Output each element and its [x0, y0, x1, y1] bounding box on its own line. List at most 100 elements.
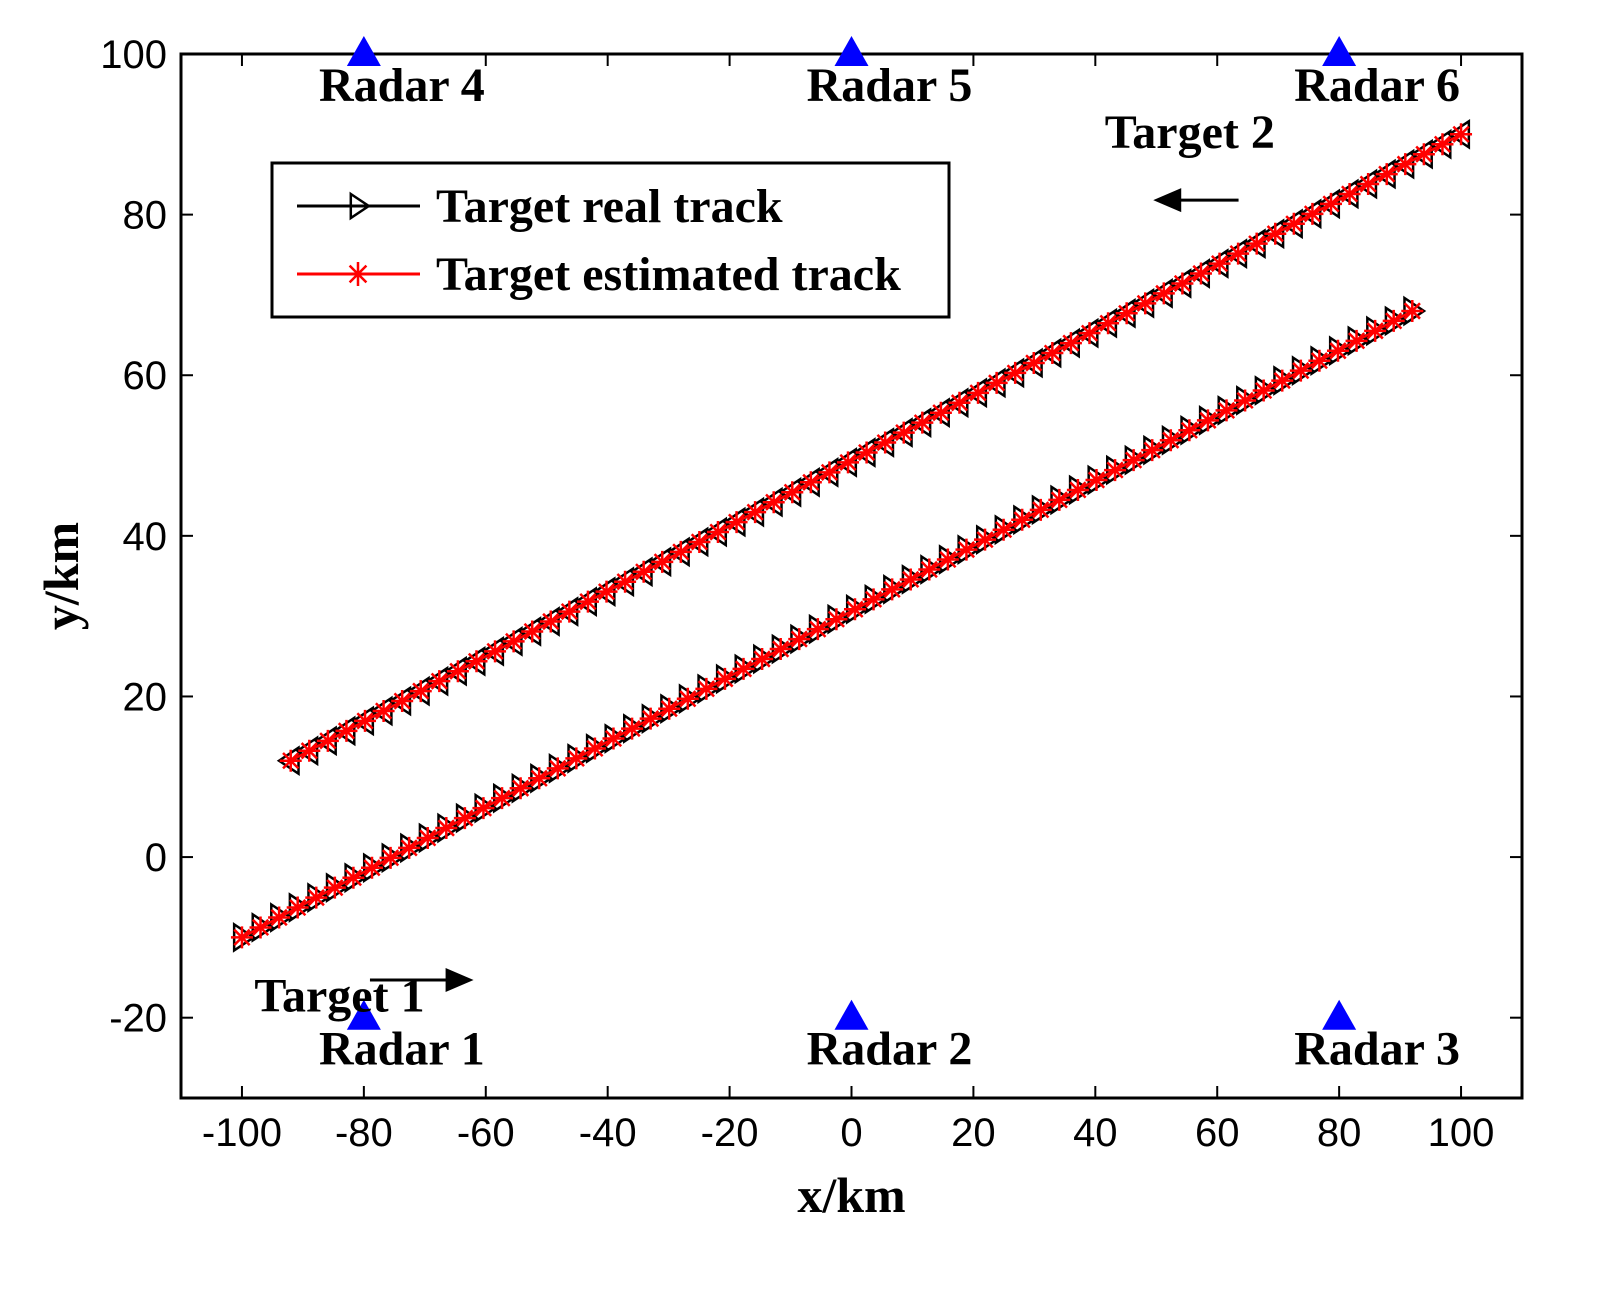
estimated-track-marker: [1189, 262, 1212, 285]
estimated-track-marker: [1171, 272, 1194, 295]
estimated-track-marker: [892, 421, 915, 444]
estimated-track-marker: [974, 528, 997, 551]
estimated-track-marker: [453, 807, 476, 830]
estimated-track-marker: [1178, 419, 1201, 442]
x-axis-label: x/km: [797, 1167, 905, 1223]
radar-label: Radar 2: [807, 1023, 973, 1076]
estimated-track-marker: [576, 590, 599, 613]
estimated-track-marker: [781, 481, 804, 504]
estimated-track-marker: [1097, 312, 1120, 335]
estimated-track-marker: [862, 588, 885, 611]
radar-icon: [1322, 999, 1357, 1030]
estimated-track-marker: [1401, 299, 1424, 322]
estimated-track-marker: [1085, 469, 1108, 492]
estimated-track-marker: [825, 608, 848, 631]
x-tick-label: 40: [1073, 1111, 1118, 1155]
legend: Target real track Target estimated track: [270, 161, 951, 319]
estimated-track-marker: [484, 640, 507, 663]
estimated-track-marker: [744, 501, 767, 524]
legend-triangle-icon: [349, 191, 372, 221]
axis-ticks: -100 -80 -60 -40 -20 0 20 40 60 80 100 -20 0 20 40 60 80…: [100, 33, 1522, 1155]
radar-icon: [1322, 36, 1357, 66]
estimated-track-marker: [818, 461, 841, 484]
estimated-track-marker: [1320, 192, 1343, 215]
estimated-track-marker: [1022, 351, 1045, 374]
radar-label: Radar 4: [319, 59, 485, 112]
estimated-track-marker: [354, 709, 377, 732]
legend-label-real: Target real track: [436, 180, 783, 233]
estimated-track-marker: [379, 846, 402, 869]
estimated-track-marker: [1264, 222, 1287, 245]
estimated-track-marker: [323, 876, 346, 899]
estimated-track-marker: [769, 638, 792, 661]
x-tick-label: 0: [840, 1111, 862, 1155]
estimated-track-marker: [1208, 252, 1231, 275]
estimated-track-marker: [911, 411, 934, 434]
estimated-track-marker: [948, 391, 971, 414]
estimated-track-marker: [1215, 399, 1238, 422]
estimated-track-marker: [955, 538, 978, 561]
estimated-track-marker: [1375, 163, 1398, 186]
legend-box: [270, 161, 951, 319]
estimated-track-marker: [558, 600, 581, 623]
estimated-track-marker: [595, 580, 618, 603]
estimated-track-marker: [688, 530, 711, 553]
estimated-track-marker: [1308, 349, 1331, 372]
target-label: Target 1: [254, 969, 424, 1022]
estimated-track-marker: [1357, 173, 1380, 196]
estimated-track-marker: [621, 717, 644, 740]
estimated-track-marker: [491, 787, 514, 810]
series-line: [290, 133, 1462, 762]
radar-icon: [346, 999, 381, 1030]
estimated-track-marker: [651, 550, 674, 573]
estimated-track-marker: [1271, 369, 1294, 392]
x-tick-label: 60: [1195, 1111, 1240, 1155]
estimated-track-marker: [658, 697, 681, 720]
estimated-track-marker: [335, 719, 358, 742]
estimated-track-marker: [799, 471, 822, 494]
y-axis-label: y/km: [33, 522, 89, 630]
estimated-track-marker: [1004, 361, 1027, 384]
y-tick-label: 40: [123, 515, 168, 559]
estimated-track-marker: [342, 866, 365, 889]
estimated-track-marker: [416, 826, 439, 849]
estimated-track-marker: [1431, 133, 1454, 156]
y-tick-label: 20: [123, 675, 168, 719]
estimated-track-marker: [1196, 409, 1219, 432]
estimated-track-marker: [967, 381, 990, 404]
estimated-track-marker: [372, 699, 395, 722]
estimated-track-marker: [676, 687, 699, 710]
estimated-track-marker: [1059, 332, 1082, 355]
radar-icon: [834, 999, 869, 1030]
estimated-track-marker: [1450, 123, 1473, 146]
estimated-track-marker: [918, 558, 941, 581]
estimated-track-marker: [1234, 389, 1257, 412]
estimated-track-marker: [1289, 359, 1312, 382]
estimated-track-marker: [286, 896, 309, 919]
estimated-track-marker: [751, 647, 774, 670]
estimated-track-marker: [1159, 429, 1182, 452]
estimated-track-marker: [1048, 488, 1071, 511]
estimated-track-marker: [1141, 439, 1164, 462]
estimated-track-marker: [546, 757, 569, 780]
estimated-track-marker: [279, 749, 302, 772]
estimated-track-marker: [360, 856, 383, 879]
estimated-track-marker: [1227, 242, 1250, 265]
x-tick-label: -100: [202, 1111, 282, 1155]
legend-marker-real: [349, 191, 372, 221]
estimated-track-marker: [602, 727, 625, 750]
estimated-track-marker: [985, 371, 1008, 394]
series-estimated-target-1: [230, 299, 1424, 949]
y-tick-label: -20: [109, 997, 167, 1041]
estimated-track-marker: [1029, 498, 1052, 521]
estimated-track-marker: [398, 836, 421, 859]
y-tick-label: 0: [145, 836, 167, 880]
estimated-track-marker: [632, 560, 655, 583]
estimated-track-marker: [669, 540, 692, 563]
plot-marks: [230, 118, 1473, 953]
x-tick-label: -20: [701, 1111, 759, 1155]
y-tick-label: 80: [123, 194, 168, 238]
estimated-track-marker: [1252, 379, 1275, 402]
